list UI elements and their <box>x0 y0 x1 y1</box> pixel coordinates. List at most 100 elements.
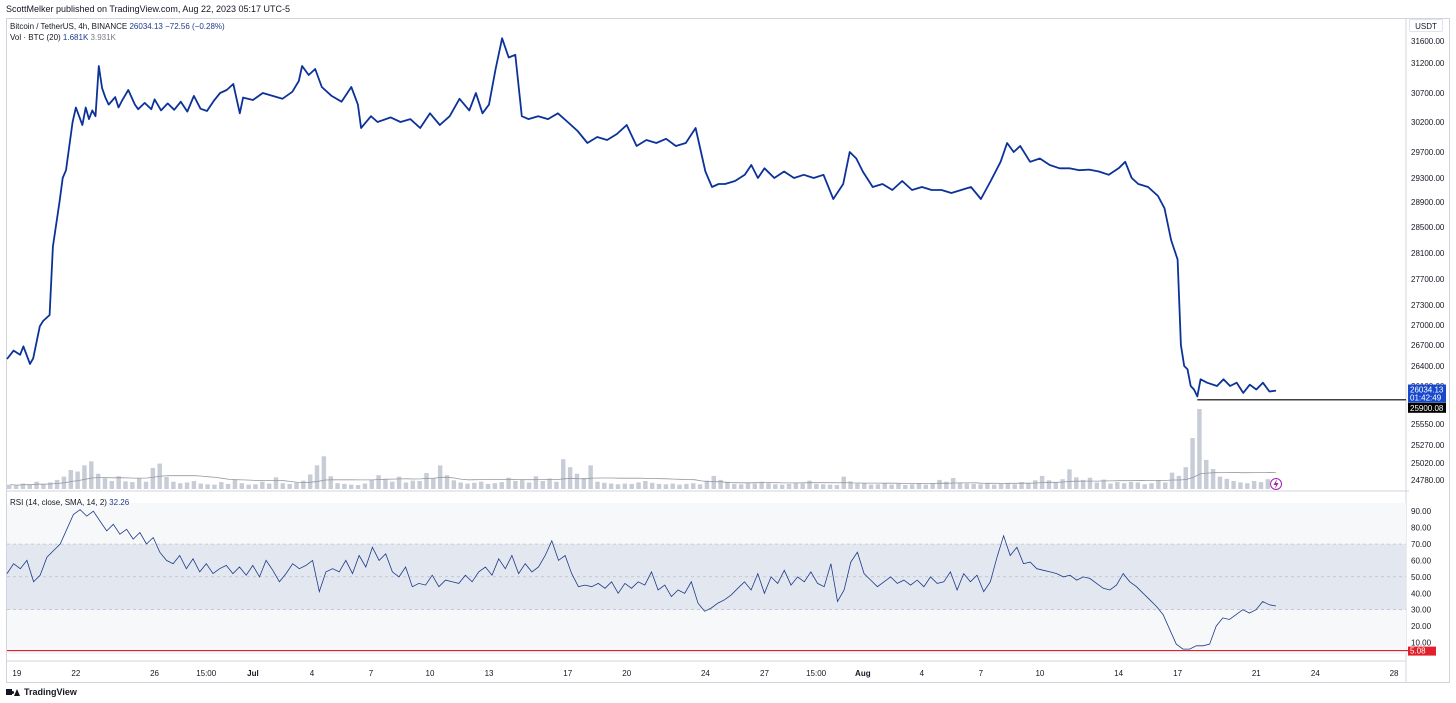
time-axis-tick-label: 15:00 <box>196 669 217 678</box>
volume-bar <box>417 481 422 489</box>
volume-bar <box>1087 477 1093 489</box>
volume-bar <box>390 481 395 489</box>
chart-canvas[interactable]: 31600.00 31200.00 30700.00 30200.00 29700.00… <box>0 0 1456 686</box>
time-axis-tick-label: 17 <box>1173 669 1182 678</box>
volume-bar <box>1210 469 1216 489</box>
price-axis-tick-label: 26700.00 <box>1411 341 1445 350</box>
last-price-tag <box>1408 384 1446 403</box>
volume-bar <box>20 483 26 489</box>
volume-bar <box>1067 469 1072 489</box>
volume-bar <box>916 483 922 489</box>
volume-bar <box>89 461 94 489</box>
volume-bar <box>171 481 176 489</box>
volume-bar <box>1190 438 1195 489</box>
volume-bar <box>136 478 142 489</box>
volume-bar <box>1033 480 1038 489</box>
time-axis-tick-label: 20 <box>622 669 631 678</box>
symbol-legend[interactable]: Bitcoin / TetherUS, 4h, BINANCE 26034.13… <box>10 21 225 32</box>
rsi-legend[interactable]: RSI (14, close, SMA, 14, 2) 32.26 <box>10 497 129 508</box>
volume-bar <box>588 465 593 489</box>
volume-bar <box>704 480 710 489</box>
volume-bar <box>478 481 484 489</box>
volume-bar <box>807 480 812 489</box>
volume-label[interactable]: Vol · BTC (20) <box>10 33 61 42</box>
volume-bar <box>909 484 915 489</box>
volume-bar <box>820 484 826 489</box>
volume-bar <box>1108 483 1113 489</box>
rsi-axis-tick-label: 10.00 <box>1411 639 1432 648</box>
rsi-label[interactable]: RSI (14, close, SMA, 14, 2) <box>10 498 107 507</box>
time-axis-tick-label: 10 <box>426 669 435 678</box>
volume-bar <box>492 483 498 489</box>
volume-bar <box>581 478 587 489</box>
footer-brand[interactable]: TradingView <box>6 686 77 698</box>
lightning-bolt <box>1273 479 1279 489</box>
volume-bar <box>54 479 60 489</box>
rsi-axis-tick-label: 30.00 <box>1411 606 1432 615</box>
volume-bar <box>212 484 217 489</box>
time-axis-tick-label: Jul <box>247 669 259 678</box>
volume-bar <box>793 482 799 489</box>
volume-bar <box>649 482 655 489</box>
volume-value: 1.681K <box>62 33 89 42</box>
volume-bar <box>465 483 470 489</box>
volume-bar <box>991 484 997 489</box>
volume-bar <box>41 484 46 489</box>
time-axis-tick-label: 27 <box>760 669 769 678</box>
volume-legend[interactable]: Vol · BTC (20) 1.681K 3.931K <box>10 32 116 43</box>
volume-bar <box>1135 482 1141 489</box>
volume-bar <box>1019 482 1024 489</box>
rsi-value: 32.26 <box>109 498 130 507</box>
volume-bar <box>540 481 545 489</box>
volume-bar <box>246 484 251 489</box>
price-line[interactable] <box>6 37 1277 398</box>
volume-bar <box>533 476 539 489</box>
volume-bar <box>1053 482 1058 489</box>
volume-bar <box>745 483 751 489</box>
volume-bar <box>978 484 983 489</box>
rsi-axis-tick-label: 80.00 <box>1411 524 1432 533</box>
rsi-axis-tick-label: 20.00 <box>1411 622 1432 631</box>
time-axis-tick-label: 7 <box>979 669 984 678</box>
rsi-line[interactable] <box>6 509 1277 650</box>
volume-bar <box>1012 484 1017 489</box>
volume-bar <box>34 481 39 489</box>
currency-button[interactable]: USDT <box>1409 19 1443 32</box>
volume-bar <box>1169 472 1175 489</box>
volume-bar <box>691 483 696 489</box>
volume-bar <box>1142 484 1147 489</box>
volume-bar <box>1060 479 1065 489</box>
volume-bar <box>485 483 491 489</box>
time-axis-tick-label: 4 <box>920 669 925 678</box>
volume-bar <box>595 481 600 489</box>
volume-bar <box>903 485 908 489</box>
support-line-tag <box>1408 402 1446 413</box>
symbol-name[interactable]: Bitcoin / TetherUS, 4h, BINANCE <box>10 22 128 31</box>
volume-bar <box>738 484 744 489</box>
volume-bar <box>602 482 607 489</box>
volume-bar <box>355 485 361 489</box>
price-axis-tick-label: 27700.00 <box>1411 275 1445 284</box>
volume-bar <box>786 483 792 489</box>
volume-bar <box>1176 475 1182 489</box>
volume-bar <box>123 481 128 489</box>
price-axis-tick-label: 30700.00 <box>1411 89 1445 98</box>
volume-bar <box>1046 480 1052 489</box>
volume-bar <box>273 477 279 489</box>
last-price: 26034.13 <box>129 22 163 31</box>
price-axis-tick-label: 25550.00 <box>1411 420 1445 429</box>
volume-bar <box>116 476 121 489</box>
time-axis-tick-label: 19 <box>12 669 21 678</box>
rsi-bottom-tag <box>1408 646 1436 656</box>
volume-bar <box>964 483 970 489</box>
volume-bar <box>862 483 867 489</box>
volume-bar <box>636 482 641 489</box>
volume-bar <box>82 465 87 489</box>
rsi-axis-tick-label: 40.00 <box>1411 589 1432 598</box>
volume-bar <box>773 484 778 489</box>
volume-bar <box>321 456 327 489</box>
volume-bar <box>431 478 436 489</box>
volume-bar <box>759 481 764 489</box>
volume-bar <box>882 483 887 489</box>
volume-bar <box>280 483 286 489</box>
